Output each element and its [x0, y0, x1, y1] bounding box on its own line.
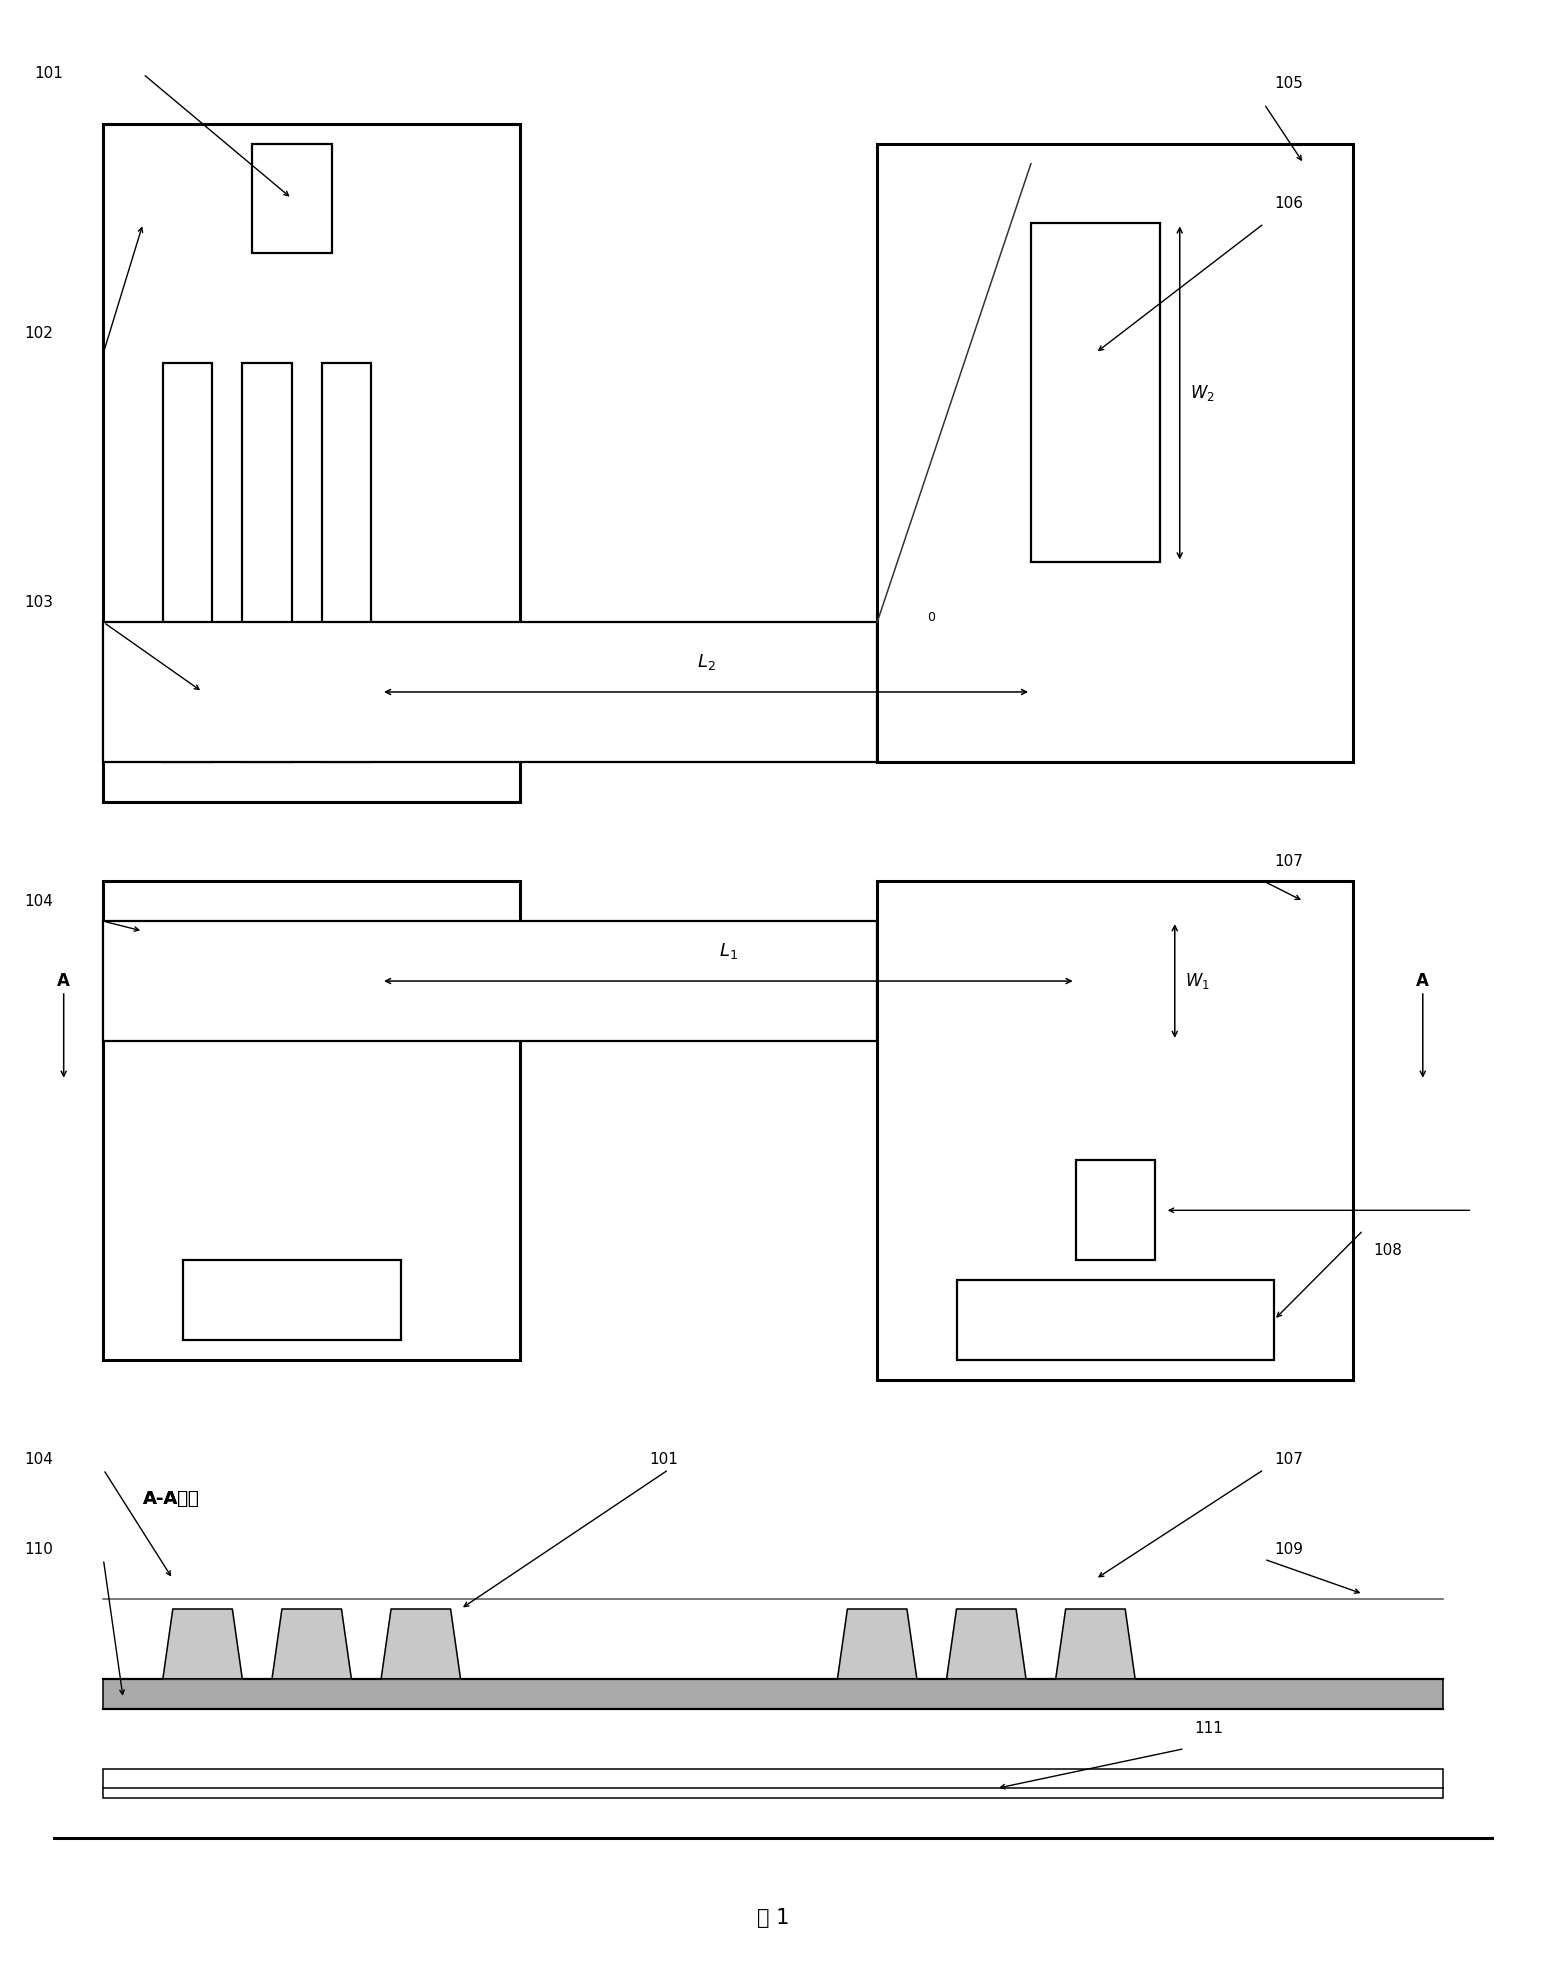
Bar [877, 882, 1353, 1379]
Text: $W_2$: $W_2$ [1190, 383, 1214, 402]
Polygon shape [946, 1609, 1027, 1679]
Bar [252, 145, 331, 254]
Polygon shape [272, 1609, 351, 1679]
Text: 108: 108 [1373, 1243, 1402, 1259]
Text: 111: 111 [1195, 1720, 1223, 1736]
Text: 107: 107 [1274, 1453, 1303, 1467]
Bar [1076, 1159, 1155, 1261]
Text: A-A剖面: A-A剖面 [144, 1490, 199, 1508]
Text: 图 1: 图 1 [758, 1909, 788, 1928]
Bar [322, 363, 371, 761]
Text: A: A [57, 971, 70, 991]
Text: 105: 105 [1274, 77, 1303, 91]
Text: $L_2$: $L_2$ [697, 652, 716, 672]
Polygon shape [1056, 1609, 1135, 1679]
Text: A-A剖面: A-A剖面 [144, 1490, 199, 1508]
Bar [243, 363, 292, 761]
Text: $L_1$: $L_1$ [719, 941, 737, 961]
Bar [104, 882, 519, 1360]
Text: 103: 103 [25, 595, 53, 610]
Bar [877, 145, 1353, 761]
Text: 106: 106 [1274, 196, 1303, 210]
Bar [104, 123, 519, 801]
Bar [182, 1261, 400, 1340]
Text: $W_1$: $W_1$ [1184, 971, 1209, 991]
Bar [104, 1679, 1442, 1708]
Polygon shape [382, 1609, 461, 1679]
Polygon shape [162, 1609, 243, 1679]
Text: 109: 109 [1274, 1542, 1303, 1556]
Text: 0: 0 [926, 610, 935, 624]
Text: 110: 110 [25, 1542, 53, 1556]
Text: 101: 101 [649, 1453, 677, 1467]
Text: 101: 101 [34, 67, 63, 81]
Bar [162, 363, 212, 761]
Text: 107: 107 [1274, 854, 1303, 868]
Text: 104: 104 [25, 894, 53, 910]
Bar [957, 1280, 1274, 1360]
Text: 104: 104 [25, 1453, 53, 1467]
Polygon shape [838, 1609, 917, 1679]
Bar [104, 622, 877, 761]
Text: 102: 102 [25, 325, 53, 341]
Bar [1031, 224, 1160, 563]
Text: A: A [1416, 971, 1429, 991]
Bar [104, 922, 877, 1041]
Bar [104, 1768, 1442, 1798]
